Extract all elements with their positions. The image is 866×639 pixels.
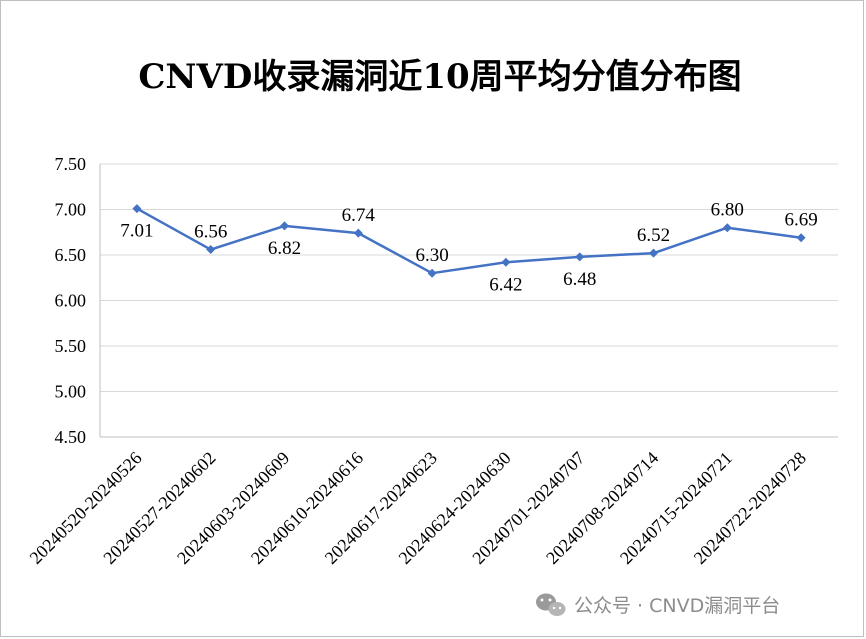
y-tick-label: 7.00 bbox=[55, 200, 87, 220]
data-label: 6.80 bbox=[711, 200, 744, 221]
y-tick-label: 4.50 bbox=[55, 427, 87, 447]
axes bbox=[99, 164, 838, 438]
watermark: 公众号 · CNVD漏洞平台 bbox=[536, 593, 780, 617]
y-tick-label: 5.50 bbox=[55, 336, 87, 356]
data-label: 6.69 bbox=[784, 210, 817, 231]
data-labels: 7.01 6.56 6.82 6.74 6.30 6.42 6.48 6.52 6.80 6.69 bbox=[120, 200, 817, 296]
data-label: 6.56 bbox=[194, 222, 227, 243]
data-point-marker bbox=[649, 248, 658, 258]
y-tick-label: 6.00 bbox=[55, 291, 87, 311]
data-label: 6.42 bbox=[489, 274, 522, 295]
wechat-icon bbox=[536, 593, 566, 616]
y-tick-label: 5.00 bbox=[55, 382, 87, 402]
chart-title: CNVD收录漏洞近10周平均分值分布图 bbox=[138, 57, 741, 97]
data-point-marker bbox=[722, 223, 732, 233]
y-tick-label: 7.50 bbox=[55, 154, 87, 174]
data-label: 7.01 bbox=[120, 221, 153, 242]
data-point-marker bbox=[132, 204, 142, 214]
data-label: 6.30 bbox=[415, 245, 448, 266]
series-line-path bbox=[136, 207, 802, 275]
watermark-text: 公众号 · CNVD漏洞平台 bbox=[574, 595, 780, 617]
data-label: 6.74 bbox=[342, 205, 376, 226]
data-point-marker bbox=[280, 221, 289, 231]
y-tick-label: 6.50 bbox=[55, 245, 87, 265]
data-point-marker bbox=[501, 257, 511, 267]
series-points bbox=[132, 204, 806, 278]
data-point-marker bbox=[796, 233, 806, 243]
data-label: 6.52 bbox=[637, 225, 670, 246]
data-label: 6.48 bbox=[563, 269, 596, 290]
data-point-marker bbox=[353, 228, 363, 238]
data-point-marker bbox=[206, 245, 216, 255]
data-point-marker bbox=[575, 252, 585, 262]
series-line bbox=[136, 207, 802, 275]
data-label: 6.82 bbox=[268, 238, 301, 259]
data-point-marker bbox=[427, 268, 437, 278]
x-axis-tick-labels: 20240520-2024052620240527-20240602202406… bbox=[26, 448, 810, 568]
y-axis-tick-labels: 4.50 5.00 5.50 6.00 6.50 7.00 7.50 bbox=[55, 154, 87, 447]
